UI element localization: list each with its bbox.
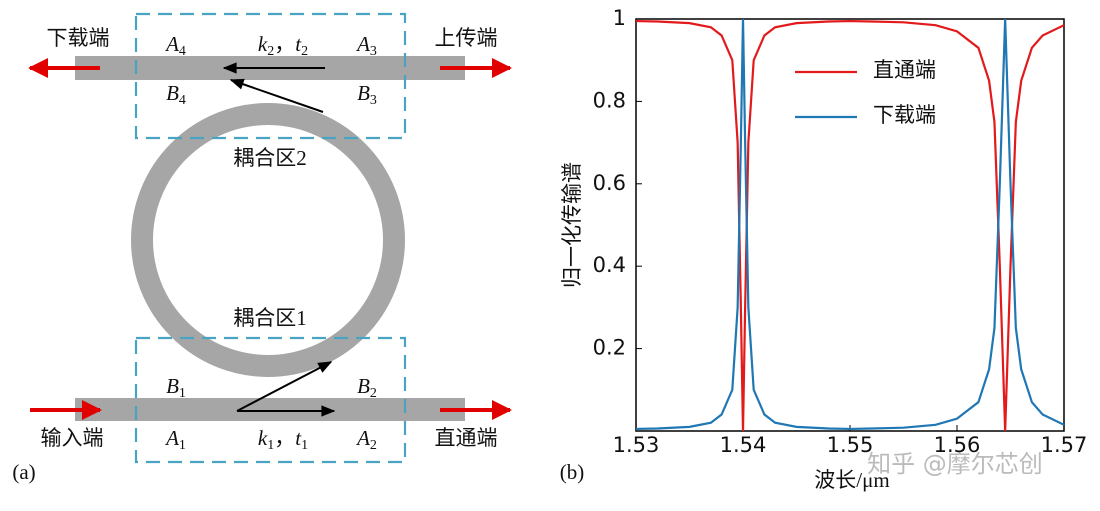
- port-label: 上传端: [435, 26, 498, 50]
- symbol-letter: B: [357, 81, 370, 105]
- port-symbol: B4: [166, 81, 186, 108]
- coupling-box: [134, 12, 407, 140]
- symbol-letter: A: [355, 426, 370, 450]
- coupling-arrow: [229, 78, 324, 113]
- port-label: 下载端: [47, 26, 110, 50]
- symbol-letter: B: [166, 81, 179, 105]
- ring: [131, 103, 405, 377]
- y-tick-label: 1: [613, 6, 626, 30]
- symbol-subscript: 1: [179, 386, 186, 401]
- coupling-arrow: [236, 361, 333, 412]
- chart: (b) 波长/μm 归一化传输谱 知乎 @摩尔芯创 0.2 0.4 0.6 0.8 1 1…: [560, 6, 1088, 492]
- port-symbol: B2: [357, 374, 377, 401]
- param-k-sub: 1: [267, 438, 274, 453]
- param-k: k: [258, 32, 268, 56]
- symbol-letter: A: [355, 32, 370, 56]
- panel-label: (b): [560, 460, 585, 484]
- legend-label: 直通端: [873, 58, 936, 82]
- port-label: 输入端: [41, 426, 104, 450]
- symbol-subscript: 4: [179, 44, 186, 59]
- param-k: k: [258, 426, 268, 450]
- param-t-sub: 2: [301, 44, 308, 59]
- port-symbol: B3: [357, 81, 377, 108]
- port-symbol: A2: [355, 426, 377, 453]
- param-sep: ，: [274, 426, 295, 450]
- symbol-letter: A: [164, 32, 179, 56]
- region-label: 耦合区1: [233, 306, 307, 330]
- coupling-param: k1，t1: [258, 426, 308, 453]
- param-sep: ，: [274, 32, 295, 56]
- param-k-sub: 2: [267, 44, 274, 59]
- symbol-subscript: 3: [370, 93, 377, 108]
- data-line: [635, 19, 1065, 432]
- y-axis-label: 归一化传输谱: [560, 162, 584, 288]
- port-label: 直通端: [435, 426, 498, 450]
- symbol-subscript: 3: [370, 44, 377, 59]
- param-t: t: [295, 32, 302, 56]
- x-tick-label: 1.55: [827, 433, 874, 457]
- symbol-subscript: 2: [370, 386, 377, 401]
- symbol-subscript: 2: [370, 438, 377, 453]
- coupling-box: [134, 336, 407, 464]
- region-label: 耦合区2: [233, 146, 307, 170]
- y-tick-label: 0.2: [593, 336, 626, 360]
- plot-frame: [635, 18, 1065, 432]
- port-symbol: A1: [164, 426, 186, 453]
- data-line: [635, 18, 1065, 431]
- legend-label: 下载端: [873, 103, 936, 127]
- x-tick-label: 1.53: [613, 433, 660, 457]
- x-tick-label: 1.56: [934, 433, 981, 457]
- x-tick-label: 1.57: [1041, 433, 1088, 457]
- x-axis-label: 波长/μm: [814, 468, 889, 492]
- symbol-letter: B: [357, 374, 370, 398]
- coupling-param: k2，t2: [258, 32, 308, 59]
- y-tick-label: 0.4: [593, 253, 626, 277]
- port-symbol: B1: [166, 374, 186, 401]
- symbol-subscript: 1: [179, 438, 186, 453]
- param-t-sub: 1: [301, 438, 308, 453]
- x-tick-label: 1.54: [720, 433, 767, 457]
- watermark: 知乎 @摩尔芯创: [867, 450, 1043, 478]
- ring-diagram: 下载端 上传端 输入端 直通端 耦合区2 耦合区1 (a): [12, 12, 512, 484]
- symbol-letter: B: [166, 374, 179, 398]
- panel-label: (a): [12, 460, 35, 484]
- port-symbol: A3: [355, 32, 377, 59]
- port-symbol: A4: [164, 32, 186, 59]
- symbol-letter: A: [164, 426, 179, 450]
- y-tick-label: 0.8: [593, 88, 626, 112]
- param-t: t: [295, 426, 302, 450]
- symbol-subscript: 4: [179, 93, 186, 108]
- bottom-waveguide: [75, 398, 465, 421]
- y-tick-label: 0.6: [593, 171, 626, 195]
